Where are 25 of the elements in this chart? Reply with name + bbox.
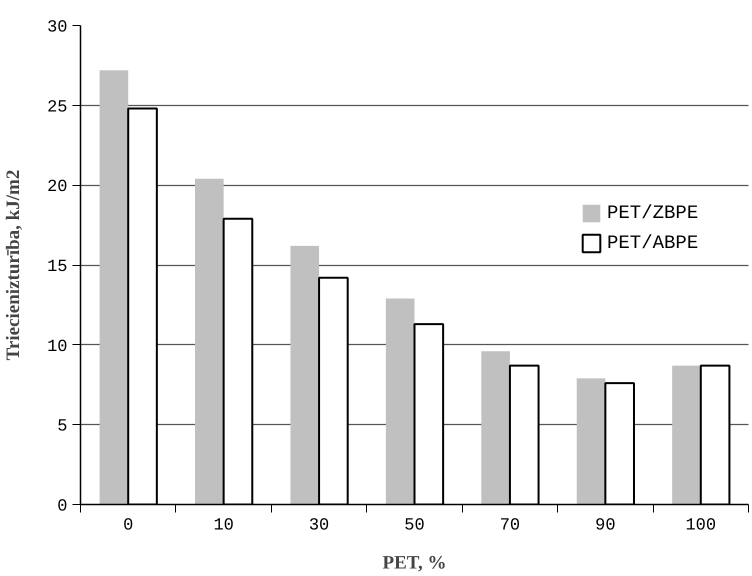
x-tick-label: 10 xyxy=(213,516,234,536)
x-tick-label: 30 xyxy=(308,516,330,536)
y-tick-label: 25 xyxy=(47,98,68,118)
y-tick-label: 10 xyxy=(47,338,68,357)
bar xyxy=(481,351,510,504)
bar xyxy=(386,298,414,504)
bar xyxy=(290,246,320,504)
legend-label: PET/ZBPE xyxy=(607,202,698,224)
y-axis-title: Triecienizturība, kJ/m2 xyxy=(3,170,24,360)
y-tick-label: 15 xyxy=(47,258,68,277)
x-tick-label: 100 xyxy=(685,516,716,536)
x-tick-label: 90 xyxy=(595,516,616,536)
y-tick-label: 5 xyxy=(57,418,68,437)
legend-label: PET/ABPE xyxy=(607,232,698,254)
bar xyxy=(672,366,701,504)
y-tick-label: 20 xyxy=(47,178,68,198)
x-axis-title: PET, % xyxy=(382,552,447,574)
x-tick-label: 70 xyxy=(500,516,520,536)
bar xyxy=(195,178,224,504)
y-tick-label: 30 xyxy=(47,18,68,38)
bar xyxy=(100,70,128,504)
bar xyxy=(576,378,606,504)
y-tick-label: 0 xyxy=(57,498,68,516)
x-tick-label: 50 xyxy=(404,516,425,536)
x-tick-label: 0 xyxy=(123,516,134,536)
